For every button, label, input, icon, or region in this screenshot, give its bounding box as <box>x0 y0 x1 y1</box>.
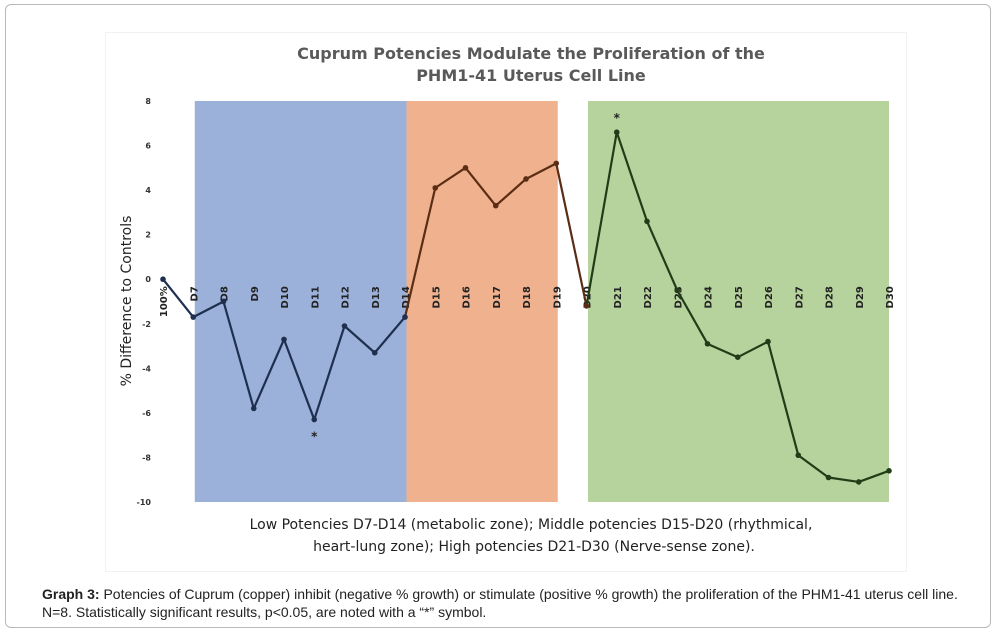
y-axis-label: % Difference to Controls <box>119 216 135 387</box>
caption-label: Graph 3: <box>42 586 100 602</box>
data-point <box>644 218 650 225</box>
x-tick-label: D14 <box>401 286 412 308</box>
series-line-segment <box>555 163 588 307</box>
caption-text: Potencies of Cuprum (copper) inhibit (ne… <box>42 586 958 620</box>
series-line-segment <box>828 476 859 484</box>
x-tick-label: D19 <box>552 286 563 308</box>
data-point <box>492 202 499 209</box>
series-line-segment <box>645 220 679 291</box>
y-tick-label: -2 <box>142 320 151 329</box>
series-line-segment <box>403 187 437 318</box>
y-tick-label: -6 <box>142 409 151 418</box>
x-tick-label: D11 <box>310 286 321 308</box>
x-tick-label: D17 <box>492 286 503 308</box>
series-line-segment <box>797 454 830 479</box>
y-tick-label: 0 <box>145 275 151 284</box>
figure-caption: Graph 3: Potencies of Cuprum (copper) in… <box>42 585 977 621</box>
series-line-segment <box>707 342 739 359</box>
x-tick-label: D24 <box>704 286 715 308</box>
series-line-segment <box>192 300 225 319</box>
data-point <box>250 405 257 412</box>
x-tick-label: 100% <box>159 286 170 317</box>
x-tick-label: D27 <box>794 286 805 308</box>
y-tick-label: -10 <box>137 498 152 507</box>
data-point <box>765 338 771 345</box>
x-tick-label: D8 <box>220 286 231 301</box>
series-line-segment <box>585 132 618 307</box>
series-line-segment <box>313 325 346 420</box>
x-tick-label: D16 <box>462 286 473 308</box>
data-point <box>371 349 378 356</box>
data-point <box>402 314 408 320</box>
series-line-segment <box>373 316 406 354</box>
y-tick-label: 2 <box>145 231 151 240</box>
x-axis-label-line-1: Low Potencies D7-D14 (metabolic zone); M… <box>250 517 813 533</box>
data-point <box>886 468 892 474</box>
x-tick-label: D7 <box>189 286 200 301</box>
x-axis-label-line-2: heart-lung zone); High potencies D21-D30… <box>313 539 755 555</box>
series-line-segment <box>162 278 195 318</box>
series-line-segment <box>282 338 316 420</box>
significance-marker: * <box>311 430 318 444</box>
chart-title-line-2: PHM1-41 Uterus Cell Line <box>416 66 646 85</box>
y-tick-label: -4 <box>142 364 151 373</box>
data-point <box>432 185 439 191</box>
line-chart: Cuprum Potencies Modulate the Proliferat… <box>119 44 896 555</box>
significance-marker: * <box>614 111 621 125</box>
y-tick-label: 6 <box>145 142 151 151</box>
series-line-segment <box>676 289 709 345</box>
data-point <box>190 314 197 320</box>
data-point <box>855 479 862 485</box>
x-tick-label: D25 <box>734 286 745 308</box>
data-point <box>281 336 287 343</box>
y-tick-label: 8 <box>145 97 151 106</box>
data-point <box>220 298 227 305</box>
series-line-segment <box>615 131 649 222</box>
x-tick-label: D13 <box>371 286 382 308</box>
x-tick-label: D23 <box>673 286 684 308</box>
data-point <box>734 354 741 360</box>
data-point <box>462 165 469 171</box>
zone-band-1 <box>194 101 407 502</box>
x-tick-label: D22 <box>643 286 654 308</box>
series-line-segment <box>222 301 255 409</box>
chart-title-line-1: Cuprum Potencies Modulate the Proliferat… <box>297 44 765 63</box>
data-point <box>825 474 832 481</box>
x-tick-label: D29 <box>855 286 866 308</box>
series-line-segment <box>343 325 376 354</box>
data-point <box>704 341 711 347</box>
data-point <box>341 323 348 329</box>
x-tick-label: D30 <box>885 286 896 308</box>
series-line-segment <box>766 341 800 456</box>
y-tick-label: 4 <box>145 186 151 195</box>
series-line-segment <box>858 469 890 483</box>
x-tick-label: D28 <box>825 286 836 308</box>
x-tick-label: D18 <box>522 286 533 308</box>
y-tick-label: -8 <box>142 453 151 462</box>
zone-band-3 <box>588 101 889 502</box>
x-tick-label: D9 <box>250 286 261 301</box>
data-point <box>613 129 620 135</box>
zone-band-2 <box>406 101 558 502</box>
series-line-segment <box>252 338 286 409</box>
data-point <box>674 287 681 294</box>
x-tick-label: D15 <box>431 286 442 308</box>
series-line-segment <box>495 178 527 207</box>
figure-frame: Cuprum Potencies Modulate the Proliferat… <box>5 4 991 628</box>
x-tick-label: D26 <box>764 286 775 308</box>
data-point <box>311 416 318 423</box>
data-point <box>160 276 166 283</box>
data-point <box>583 303 590 309</box>
x-tick-label: D21 <box>613 286 624 308</box>
series-line-segment <box>737 340 769 359</box>
x-tick-label: D10 <box>280 286 291 308</box>
series-line-segment <box>525 162 557 180</box>
data-point <box>795 452 802 459</box>
series-line-segment <box>464 167 497 207</box>
data-point <box>553 160 560 167</box>
x-tick-label: D12 <box>341 286 352 308</box>
series-line-segment <box>434 166 467 189</box>
data-point <box>523 176 529 182</box>
